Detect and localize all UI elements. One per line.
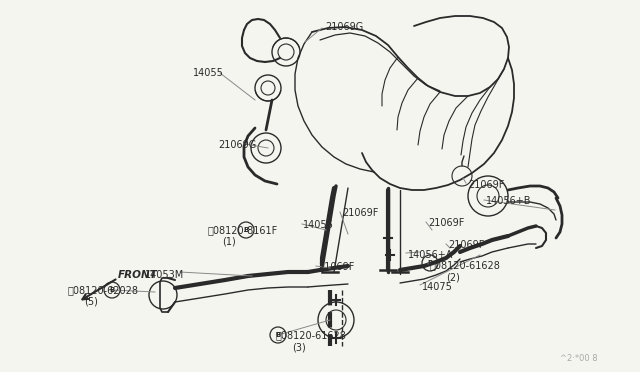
Text: 21069G: 21069G: [325, 22, 364, 32]
Text: ⒲08120-61628: ⒲08120-61628: [430, 260, 501, 270]
Text: FRONT: FRONT: [118, 270, 157, 280]
Text: 21069G: 21069G: [218, 140, 256, 150]
Text: 21069F: 21069F: [448, 240, 484, 250]
Text: B: B: [243, 227, 248, 233]
Text: ⒲08120-62028: ⒲08120-62028: [68, 285, 139, 295]
Text: (3): (3): [292, 342, 306, 352]
Text: 21069F: 21069F: [318, 262, 355, 272]
Text: ^2·*00 8: ^2·*00 8: [560, 354, 598, 363]
Text: (1): (1): [222, 237, 236, 247]
Text: B: B: [428, 260, 433, 266]
Text: B: B: [109, 287, 115, 293]
Text: 14075: 14075: [422, 282, 453, 292]
Text: (5): (5): [84, 297, 98, 307]
Text: 21069F: 21069F: [428, 218, 465, 228]
Text: 14056: 14056: [303, 220, 333, 230]
Text: 21069F: 21069F: [342, 208, 378, 218]
Text: 14055: 14055: [193, 68, 224, 78]
Text: ⒲08120-61628: ⒲08120-61628: [276, 330, 347, 340]
Text: 21069F: 21069F: [468, 180, 504, 190]
Text: (2): (2): [446, 272, 460, 282]
Text: B: B: [275, 332, 280, 338]
Text: ⒲08120-8161F: ⒲08120-8161F: [208, 225, 278, 235]
Text: 14053M: 14053M: [145, 270, 184, 280]
Text: 14056+B: 14056+B: [486, 196, 531, 206]
Text: 14056+A: 14056+A: [408, 250, 453, 260]
